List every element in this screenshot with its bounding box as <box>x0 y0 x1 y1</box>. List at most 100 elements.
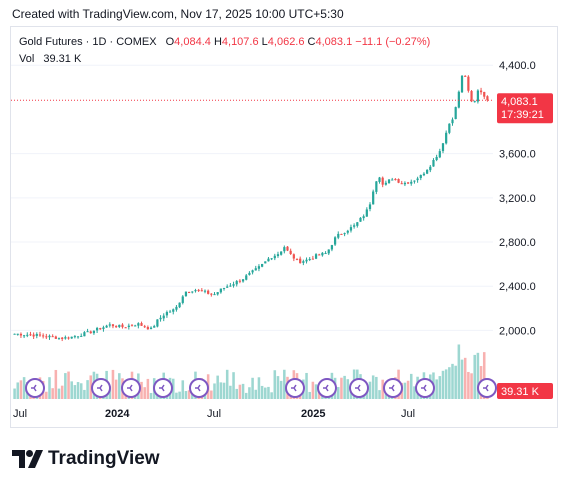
candle-body <box>476 90 480 102</box>
candle-body <box>321 252 324 256</box>
candle-body <box>241 279 245 282</box>
candle-body <box>70 336 73 339</box>
tradingview-wordmark: TradingView <box>48 448 160 469</box>
volume-bar <box>314 384 318 399</box>
candle-body <box>121 324 124 328</box>
candle-body <box>486 96 489 101</box>
volume-bar <box>60 385 64 399</box>
x-tick-label: 2025 <box>301 408 325 420</box>
volume-bar <box>16 382 20 399</box>
tradingview-logo[interactable]: TradingView <box>12 448 160 470</box>
volume-bar <box>229 385 232 399</box>
volume-bar <box>238 384 242 399</box>
candle-body <box>391 179 394 181</box>
candle-body <box>115 326 118 328</box>
volume-bar <box>476 352 480 399</box>
volume-bar <box>448 367 451 399</box>
volume-bar <box>210 390 213 399</box>
volume-bar <box>184 391 188 399</box>
event-marker-icon <box>349 378 369 398</box>
candle-body <box>200 290 203 292</box>
event-arrow-icon <box>127 384 133 392</box>
volume-legend: Vol 39.31 K <box>19 53 81 65</box>
candle-body <box>448 123 451 133</box>
candle-body <box>248 272 251 275</box>
chart-frame[interactable]: 4,400.0 3,600.0 3,200.0 2,800.0 2,400.0 2,000… <box>10 26 558 428</box>
candle-body <box>181 296 184 303</box>
candle-body <box>229 285 232 287</box>
event-marker-icon <box>91 378 111 398</box>
candle-body <box>356 222 359 226</box>
candle-body <box>35 334 38 336</box>
candle-body <box>311 258 314 260</box>
candle-body <box>318 254 321 256</box>
candle-body <box>26 334 29 336</box>
candle-body <box>299 258 302 264</box>
event-marker-icon <box>153 378 173 398</box>
candle-body <box>137 323 140 326</box>
x-tick-label: Jul <box>207 408 221 420</box>
candle-body <box>102 327 105 330</box>
volume-bar <box>305 372 308 399</box>
candle-body <box>76 336 80 338</box>
candle-body <box>264 261 267 264</box>
volume-bar <box>378 390 381 399</box>
volume-bar <box>19 380 23 399</box>
volume-bar <box>213 383 216 399</box>
price-chart[interactable]: 4,400.0 3,600.0 3,200.0 2,800.0 2,400.0 2,000… <box>11 27 557 427</box>
candle-body <box>235 281 238 285</box>
volume-label: Vol <box>19 53 35 65</box>
candle-body <box>384 182 387 185</box>
legend-low-value: 4,062.6 <box>267 36 305 48</box>
volume-bar <box>22 377 26 399</box>
volume-bar <box>70 381 73 399</box>
volume-bar <box>435 379 438 399</box>
volume-badge-value: 39.31 K <box>501 386 540 398</box>
volume-bar <box>257 377 261 399</box>
volume-bar <box>438 376 442 399</box>
volume-bar <box>454 365 457 399</box>
volume-bar <box>54 369 58 399</box>
y-tick-label: 3,200.0 <box>499 193 536 205</box>
candle-body <box>435 156 438 161</box>
volume-bar <box>67 371 70 399</box>
candle-body <box>13 333 16 335</box>
volume-bar <box>241 383 245 399</box>
candle-body <box>438 151 441 158</box>
candle-body <box>349 227 353 231</box>
candle-body <box>16 333 19 335</box>
candle-body <box>194 290 197 292</box>
event-arrow-icon <box>421 384 427 392</box>
candle-body <box>188 292 191 294</box>
volume-bar <box>76 382 80 399</box>
volume-bar <box>264 387 267 399</box>
candle-body <box>419 175 422 179</box>
volume-bar <box>181 380 185 399</box>
volume-bar <box>270 392 273 399</box>
x-tick-label: 2024 <box>105 408 130 420</box>
candle-body <box>165 312 169 316</box>
volume-bar <box>381 379 384 399</box>
volume-bar <box>89 375 93 399</box>
volume-bar <box>365 390 369 399</box>
candle-body <box>219 288 222 293</box>
volume-bar <box>371 375 375 399</box>
candle-body <box>473 101 476 103</box>
volume-bar <box>51 388 54 399</box>
tradingview-logo-icon <box>12 450 43 468</box>
candle-body <box>184 291 188 296</box>
candle-body <box>432 160 435 167</box>
candle-body <box>111 324 115 327</box>
candle-body <box>276 254 280 257</box>
y-tick-label: 3,600.0 <box>499 149 536 161</box>
candle-body <box>280 251 283 255</box>
candle-body <box>86 331 89 333</box>
event-arrow-icon <box>355 384 361 392</box>
candle-body <box>162 315 165 319</box>
candle-body <box>175 306 178 310</box>
event-marker-icon <box>25 378 45 398</box>
volume-bar <box>219 382 223 399</box>
candle-body <box>368 204 372 210</box>
volume-bar <box>375 376 378 399</box>
candle-body <box>302 261 305 263</box>
